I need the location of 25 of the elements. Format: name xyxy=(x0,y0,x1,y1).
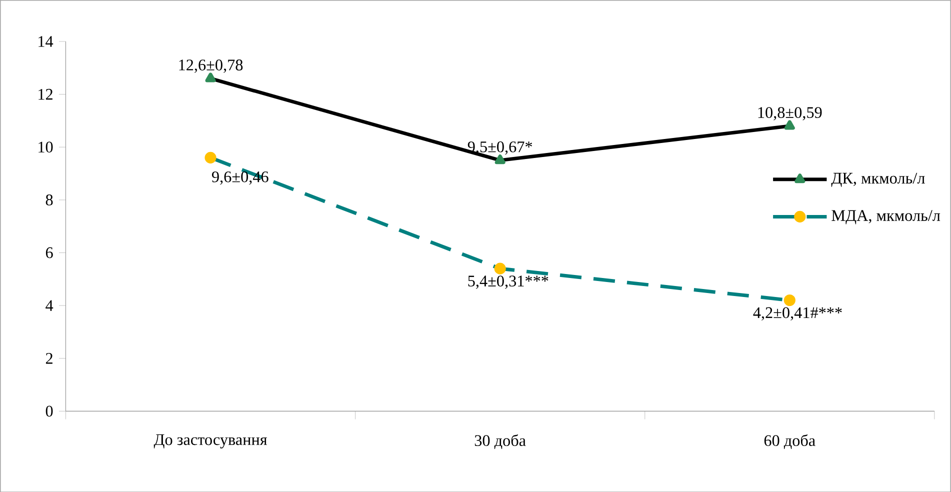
data-label: 5,4±0,31*** xyxy=(468,275,548,289)
data-label: 12,6±0,78 xyxy=(179,59,243,73)
y-tick-label: 8 xyxy=(46,194,53,206)
legend-label: ДК, мкмоль/л xyxy=(831,172,925,187)
y-tick-label: 4 xyxy=(46,300,54,311)
y-tick-label: 0 xyxy=(46,406,53,416)
y-tick-label: 10 xyxy=(38,141,53,152)
legend-label: МДА, мкмоль/л xyxy=(832,210,940,224)
point xyxy=(494,154,506,164)
y-tick-label: 6 xyxy=(46,247,53,258)
data-label: 4,2±0,41#*** xyxy=(753,307,842,320)
x-tick-label: До застосування xyxy=(154,434,268,448)
data-label: 10,8±0,59 xyxy=(758,106,822,120)
data-label: 9,6±0,46 xyxy=(212,171,268,184)
point xyxy=(784,120,795,130)
point xyxy=(204,152,216,164)
x-tick-label: 60 доба xyxy=(764,434,816,449)
y-tick-label: 14 xyxy=(38,36,54,47)
y-tick-label: 2 xyxy=(46,352,52,364)
point xyxy=(494,262,506,274)
x-tick-label: 30 доба xyxy=(474,434,526,449)
point xyxy=(205,72,216,82)
data-label: 9,5±0,67* xyxy=(468,141,532,154)
y-tick-label: 12 xyxy=(38,88,52,100)
point xyxy=(784,294,796,306)
